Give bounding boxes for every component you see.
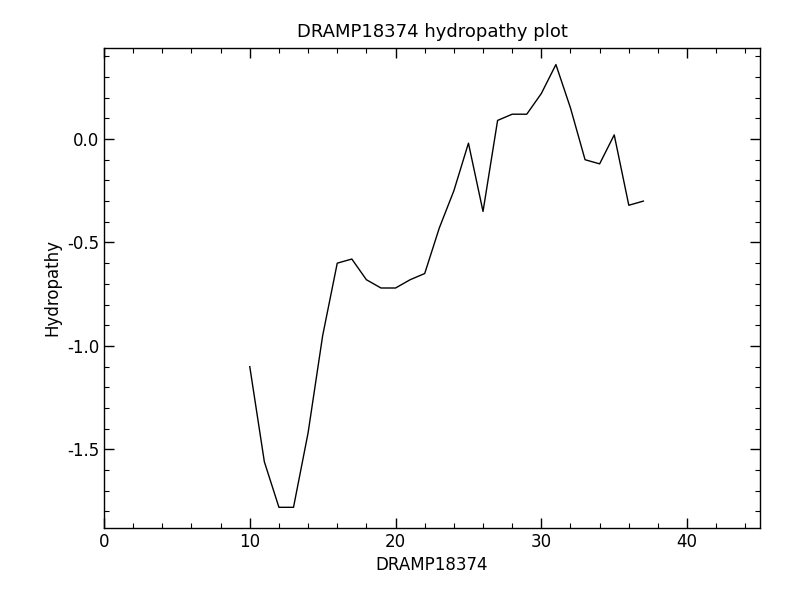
X-axis label: DRAMP18374: DRAMP18374 — [376, 556, 488, 574]
Y-axis label: Hydropathy: Hydropathy — [43, 239, 62, 337]
Title: DRAMP18374 hydropathy plot: DRAMP18374 hydropathy plot — [297, 23, 567, 41]
